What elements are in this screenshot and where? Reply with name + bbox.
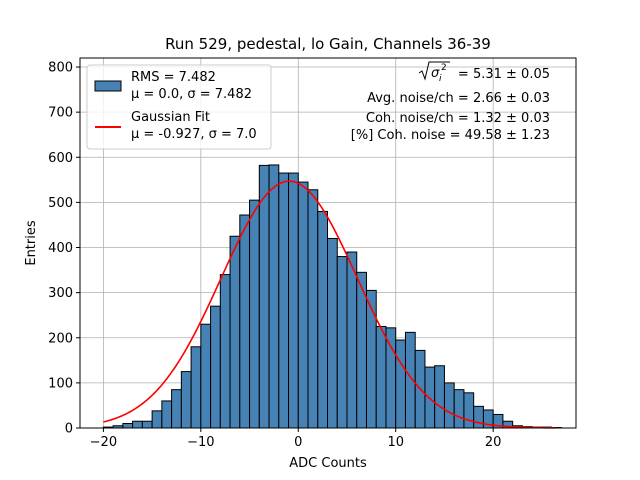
sqrt-sigma-symbol: σ i 2	[418, 61, 450, 84]
chart-title: Run 529, pedestal, lo Gain, Channels 36-…	[165, 35, 491, 53]
x-tick-label: −10	[187, 435, 214, 450]
histogram-bar	[307, 189, 319, 429]
y-tick-label: 400	[48, 241, 73, 256]
y-tick-label: 600	[48, 151, 73, 166]
histogram-bar	[171, 389, 182, 429]
legend-histogram-label: RMS = 7.482	[131, 70, 216, 85]
histogram-bar	[151, 410, 163, 429]
histogram-bar	[443, 382, 455, 429]
svg-text:i: i	[439, 74, 442, 84]
svg-text:2: 2	[441, 63, 447, 73]
legend-histogram-stats: μ = 0.0, σ = 7.482	[131, 87, 252, 102]
plot-frame	[79, 57, 577, 429]
annotation-coh-noise: Coh. noise/ch = 1.32 ± 0.03	[366, 111, 550, 126]
annotation-avg-noise: Avg. noise/ch = 2.66 ± 0.03	[367, 91, 550, 106]
x-tick-label: −20	[90, 435, 117, 450]
histogram-bar	[434, 365, 445, 429]
legend-fit-stats: μ = -0.927, σ = 7.0	[131, 127, 257, 142]
y-tick-label: 700	[48, 106, 73, 121]
svg-text:σ: σ	[431, 66, 440, 81]
y-axis-label: Entries	[24, 220, 39, 266]
x-axis-label: ADC Counts	[289, 456, 367, 471]
histogram-bar	[258, 164, 270, 429]
histogram-bar	[336, 256, 348, 429]
histogram-bar	[190, 346, 202, 429]
noise-annotations: σ i 2 = 5.31 ± 0.05 Avg. noise/ch = 2.66…	[351, 61, 550, 143]
histogram-bar	[122, 422, 134, 429]
legend-box	[86, 64, 272, 150]
histogram-bar	[268, 164, 280, 429]
histogram-bar	[210, 305, 221, 429]
y-tick-label: 800	[48, 61, 73, 76]
histogram-bar	[375, 325, 387, 429]
histogram-bar	[395, 339, 406, 429]
histogram-bar	[132, 420, 143, 429]
histogram-bar	[473, 405, 484, 429]
gaussian-fit-line	[103, 180, 557, 429]
histogram-bar	[229, 235, 241, 429]
legend-histogram-swatch	[94, 80, 122, 92]
histogram-bar	[161, 400, 173, 429]
y-tick-label: 300	[48, 286, 73, 301]
histogram-bar	[365, 289, 377, 429]
legend: RMS = 7.482 μ = 0.0, σ = 7.482 Gaussian …	[86, 64, 272, 150]
x-tick-label: 10	[387, 435, 404, 450]
y-tick-label: 0	[65, 422, 73, 437]
histogram-bar	[317, 210, 329, 429]
x-tick-label: 20	[485, 435, 502, 450]
histogram-bars	[102, 164, 562, 429]
x-axis-ticks: −20 −10 0 10 20	[90, 428, 502, 450]
gaussian-fit	[103, 180, 557, 429]
histogram-bar	[327, 237, 338, 429]
histogram-bar	[453, 389, 465, 429]
histogram-bar	[200, 323, 212, 429]
histogram-bar	[239, 214, 251, 429]
legend-fit-label: Gaussian Fit	[131, 110, 210, 125]
histogram-bar	[278, 172, 290, 429]
histogram-bar	[463, 392, 475, 429]
histogram-bar	[297, 181, 309, 429]
histogram-bar	[219, 274, 231, 429]
histogram-bar	[288, 172, 299, 429]
histogram-bar	[385, 327, 397, 429]
y-tick-label: 200	[48, 331, 73, 346]
y-tick-label: 100	[48, 376, 73, 391]
y-axis-ticks: 0 100 200 300 400 500 600 700 800	[48, 61, 80, 437]
x-tick-label: 0	[294, 435, 302, 450]
y-tick-label: 500	[48, 196, 73, 211]
histogram-bar	[141, 420, 153, 429]
histogram-bar	[180, 371, 192, 429]
histogram-bar	[249, 199, 260, 429]
annotation-sqrt-sigma: = 5.31 ± 0.05	[458, 67, 550, 82]
histogram-bar	[346, 251, 358, 429]
annotation-coh-noise-percent: [%] Coh. noise = 49.58 ± 1.23	[351, 128, 550, 143]
